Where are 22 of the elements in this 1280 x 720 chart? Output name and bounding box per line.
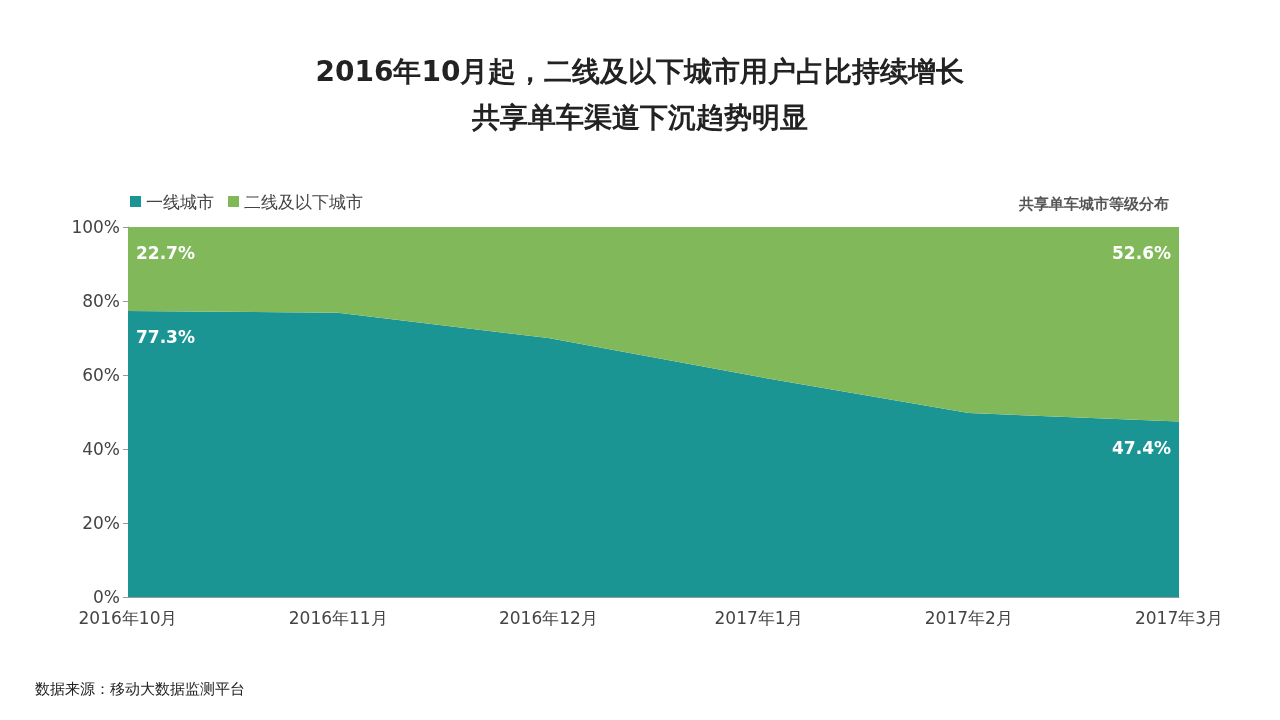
y-tick-label: 100% [71,217,120,237]
data-label: 52.6% [1112,243,1171,263]
y-tick-label: 80% [82,291,120,311]
text: 共享单车城市等级分布 [1018,194,1169,213]
data-label: 77.3% [136,326,195,347]
y-tick-label: 40% [82,439,120,459]
x-tick-label: 2016年11月 [288,607,388,628]
x-tick-label: 2016年10月 [78,607,178,628]
data-label: 47.4% [1112,437,1171,458]
y-tick-label: 0% [93,587,120,607]
x-tick-label: 2017年2月 [924,607,1013,628]
chart-subtitle: 共享单车渠道下沉趋势明显 [471,100,808,134]
y-tick-label: 60% [82,365,120,385]
chart-title: 2016年10月起，二线及以下城市用户占比持续增长 [315,54,965,88]
y-tick-label: 20% [82,513,120,533]
x-tick-label: 2017年3月 [1134,607,1224,628]
x-tick-label: 2016年12月 [498,607,598,628]
legend-label: 一线城市 [146,191,214,212]
legend-label: 二线及以下城市 [244,191,363,212]
x-tick-label: 2017年1月 [714,607,803,628]
source-note: 数据来源：移动大数据监测平台 [35,679,245,698]
data-label: 22.7% [136,243,195,263]
